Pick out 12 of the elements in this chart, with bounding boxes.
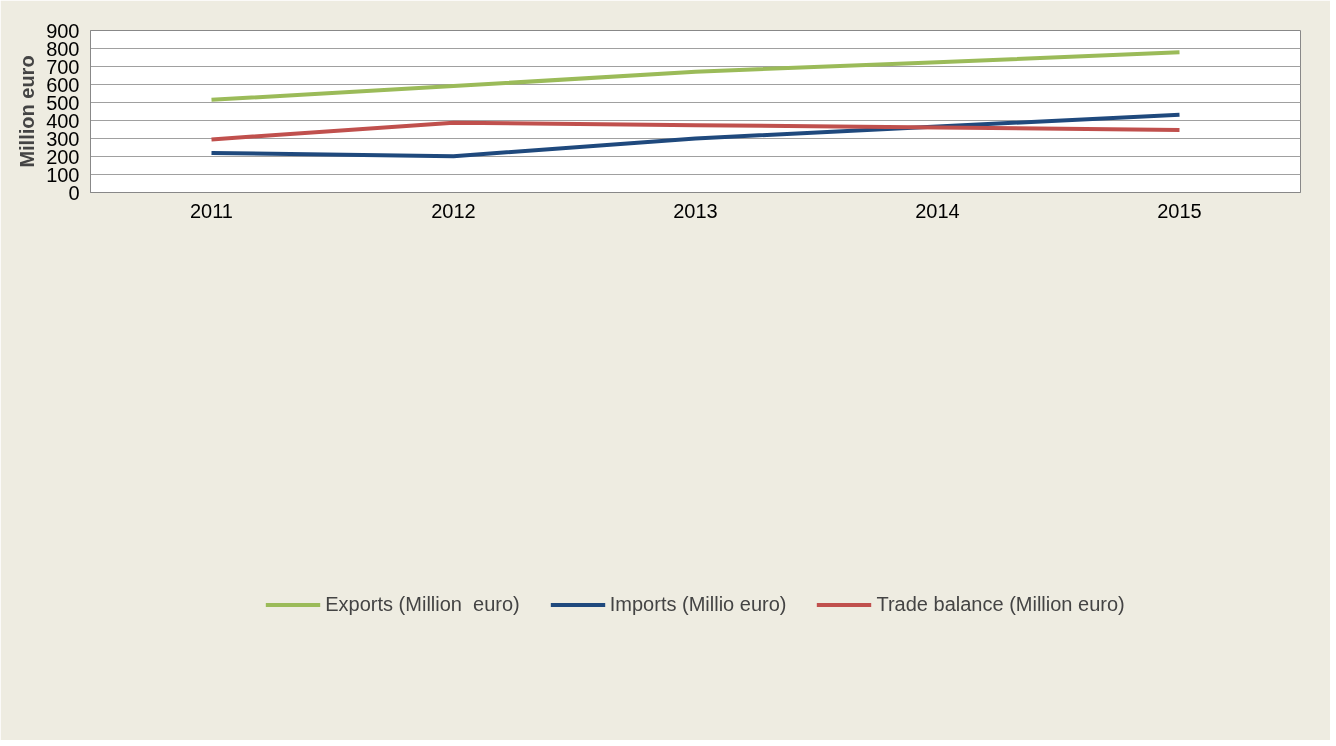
line-series (209, 120, 1182, 142)
legend-label: Trade balance (Million euro) (876, 592, 1125, 616)
legend-label: Exports (Million euro) (325, 592, 520, 616)
x-tick-label: 2011 (190, 199, 234, 222)
x-tick-label: 2012 (431, 199, 476, 222)
x-tick-label: 2014 (915, 199, 960, 222)
x-tick-label: 2015 (1157, 199, 1202, 222)
line-series (209, 50, 1182, 102)
x-tick-label: 2013 (673, 199, 718, 222)
y-axis-title: Million euro (16, 55, 39, 168)
line-series (209, 112, 1182, 159)
legend-label: Imports (Millio euro) (609, 592, 787, 616)
